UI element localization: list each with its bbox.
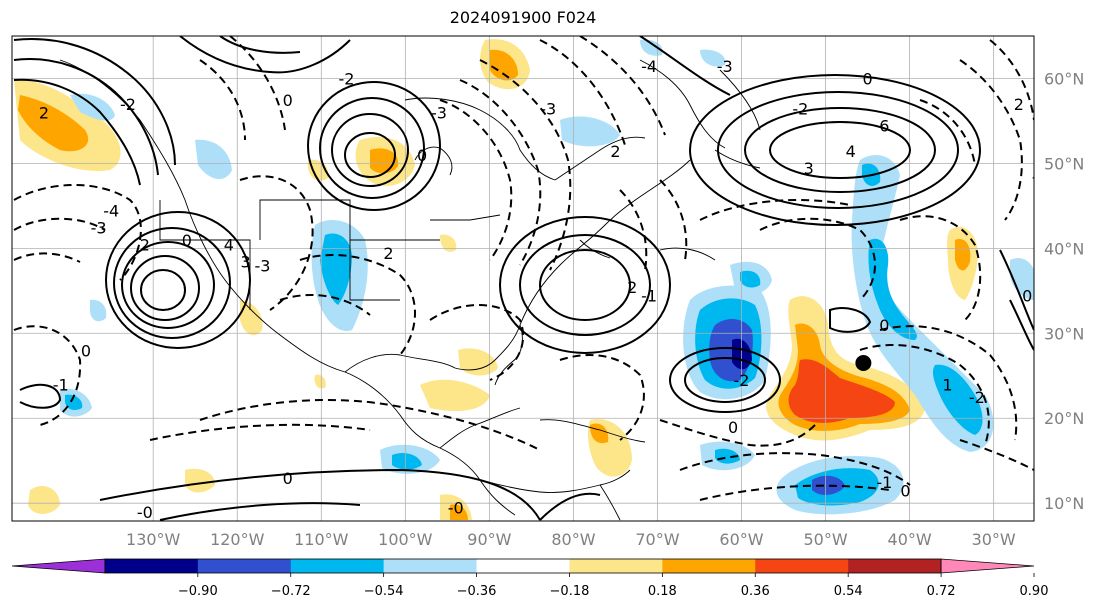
colorbar-tick-label: −0.90 — [178, 584, 218, 599]
contour-label: -3 — [717, 57, 733, 76]
latitude-labels: 60°N 50°N 40°N 30°N 20°N 10°N — [1044, 69, 1084, 513]
colorbar-tick-labels: −0.90 −0.72 −0.54 −0.36 −0.18 0.18 0.36 0.54 0.7… — [178, 584, 1049, 599]
contour-label: 0 — [283, 91, 293, 110]
colorbar-segment — [848, 559, 942, 573]
colorbar-segment — [569, 559, 663, 573]
longitude-label: 50°W — [803, 530, 847, 549]
contour-label: -1 — [53, 375, 69, 394]
colorbar-extend-low — [11, 558, 106, 574]
contour-label: 4 — [224, 235, 234, 254]
contour-label: 0 — [862, 70, 872, 89]
contour-label: -3 — [91, 218, 107, 237]
colorbar-tick-label: −0.54 — [364, 584, 404, 599]
longitude-label: 60°W — [719, 530, 763, 549]
longitude-label: 110°W — [294, 530, 349, 549]
latitude-label: 50°N — [1044, 154, 1084, 173]
colorbar-tick-label: 0.36 — [741, 584, 770, 599]
colorbar-segment — [104, 559, 199, 573]
longitude-label: 120°W — [210, 530, 265, 549]
contour-label: -0 — [137, 503, 153, 522]
latitude-label: 10°N — [1044, 494, 1084, 513]
colorbar-segment — [476, 559, 570, 573]
longitude-labels: 130°W 120°W 110°W 100°W 90°W 80°W 70°W 60°W 50°W… — [126, 530, 1016, 549]
contour-label: -1 — [1087, 303, 1103, 322]
contour-label: -0 — [448, 499, 464, 518]
map-frame — [11, 35, 1035, 522]
contour-label: -4 — [103, 201, 119, 220]
longitude-label: 130°W — [126, 530, 181, 549]
contour-label: 0 — [900, 482, 910, 501]
contours — [13, 36, 1034, 521]
contour-label: -3 — [540, 99, 556, 118]
contour-label: 2 — [383, 244, 393, 263]
contour-label: 0 — [728, 418, 738, 437]
colorbar-segment — [197, 559, 292, 573]
longitude-label: 100°W — [378, 530, 433, 549]
contour-label: 0 — [417, 146, 427, 165]
map-title: 2024091900 F024 — [449, 8, 597, 27]
contour-label: -1 — [876, 473, 892, 492]
latitude-label: 60°N — [1044, 69, 1084, 88]
contour-label: 3 — [804, 159, 814, 178]
colorbar-tick-label: 0.18 — [648, 584, 677, 599]
anomaly-shading — [14, 39, 1034, 520]
colorbar-tick-label: −0.36 — [457, 584, 497, 599]
longitude-label: 40°W — [888, 530, 932, 549]
contour-label: -3 — [1032, 167, 1048, 186]
longitude-label: 30°W — [972, 530, 1016, 549]
contour-label: 2 — [1014, 95, 1024, 114]
contour-label: 0 — [283, 469, 293, 488]
contour-label: 0 — [879, 316, 889, 335]
contour-label: 0 — [182, 231, 192, 250]
latitude-label: 40°N — [1044, 239, 1084, 258]
longitude-label: 90°W — [467, 530, 511, 549]
latitude-label: 20°N — [1044, 409, 1084, 428]
colorbar-tick-label: 0.54 — [834, 584, 863, 599]
contour-label: -2 — [734, 371, 750, 390]
colorbar-outline — [104, 558, 942, 574]
contour-label: 2 — [39, 104, 49, 123]
longitude-label: 70°W — [635, 530, 679, 549]
contour-label: 1 — [942, 375, 952, 394]
contour-label: -2 — [339, 70, 355, 89]
colorbar-tick-label: 0.90 — [1020, 584, 1049, 599]
contour-label: 4 — [846, 142, 856, 161]
colorbar — [11, 558, 1035, 577]
colorbar-segment — [290, 559, 385, 573]
colorbar-tick-label: −0.18 — [550, 584, 590, 599]
contour-label: -3 — [431, 104, 447, 123]
contour-label: -1 — [641, 286, 657, 305]
contour-label: 2 — [140, 235, 150, 254]
colorbar-tick-label: 0.72 — [927, 584, 956, 599]
colorbar-tick-label: −0.72 — [271, 584, 311, 599]
colorbar-segment — [662, 559, 756, 573]
colorbar-segment — [383, 559, 478, 573]
contours-negative — [13, 36, 1034, 501]
contour-label: -2 — [120, 95, 136, 114]
contour-label: 2 — [627, 278, 637, 297]
contour-label: 0 — [1022, 286, 1032, 305]
colorbar-extend-high — [940, 558, 1035, 574]
colorbar-segment — [755, 559, 849, 573]
contour-label: 2 — [610, 142, 620, 161]
contour-label: -2 — [792, 99, 808, 118]
contour-label: -4 — [641, 57, 657, 76]
contour-label: -2 — [969, 388, 985, 407]
latitude-label: 30°N — [1044, 324, 1084, 343]
contour-label-bg — [1089, 306, 1105, 320]
contour-label: 3 — [241, 252, 251, 271]
contour-label: 6 — [879, 116, 889, 135]
contour-label: -3 — [254, 257, 270, 276]
storm-center-marker — [855, 355, 872, 372]
contour-label: 0 — [81, 342, 91, 361]
graticule — [12, 36, 1034, 521]
longitude-label: 80°W — [551, 530, 595, 549]
